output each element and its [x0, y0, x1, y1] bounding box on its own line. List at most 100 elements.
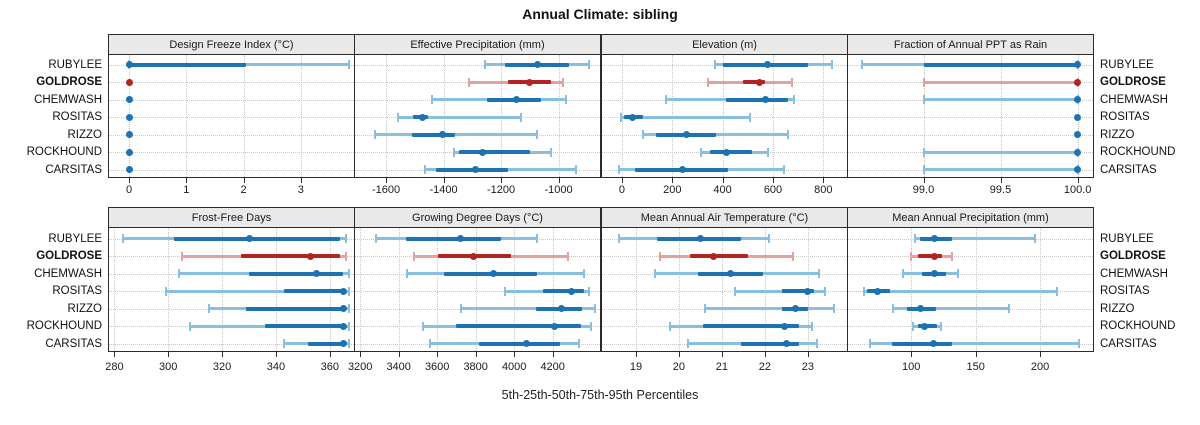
whisker-cap: [348, 60, 351, 69]
gridline-x: [558, 55, 560, 177]
whisker-cap: [590, 321, 593, 331]
median-dot: [125, 148, 133, 156]
x-tick-mark: [823, 178, 825, 183]
median-dot: [930, 270, 938, 277]
whisker-cap: [567, 251, 570, 261]
median-dot: [1074, 78, 1082, 86]
iqr-bar: [702, 324, 800, 328]
whisker-cap: [658, 251, 661, 261]
x-tick-label: 1: [183, 184, 190, 196]
median-dot: [1074, 148, 1082, 156]
median-dot: [471, 166, 479, 173]
whisker-cap: [791, 251, 794, 261]
gridline-row: [602, 291, 847, 292]
whisker-cap: [421, 321, 424, 331]
iqr-bar: [458, 150, 530, 154]
median-dot: [874, 287, 882, 295]
x-tick-mark: [243, 178, 245, 183]
x-tick-label: 4000: [501, 361, 527, 373]
whisker-cap: [164, 286, 167, 296]
whisker-cap: [406, 269, 409, 278]
iqr-bar: [406, 236, 501, 241]
panel-strip: Mean Annual Air Temperature (°C): [601, 207, 848, 228]
x-tick-mark: [1040, 352, 1042, 357]
gridline-x: [475, 228, 477, 351]
iqr-bar: [265, 324, 346, 328]
whisker-cap: [374, 234, 377, 243]
whisker-cap: [939, 321, 942, 331]
whisker-cap: [911, 321, 914, 331]
x-tick-mark: [475, 352, 477, 357]
whisker-cap: [766, 147, 769, 157]
panel: [601, 227, 848, 352]
median-dot: [478, 148, 486, 156]
panel-strip: Mean Annual Precipitation (mm): [847, 207, 1094, 228]
x-tick-label: 0: [618, 184, 625, 196]
site-label-right: RIZZO: [1100, 302, 1135, 315]
whisker-cap: [373, 130, 376, 139]
gridline-x: [437, 228, 439, 351]
panel-strip-title: Mean Annual Air Temperature (°C): [640, 211, 809, 224]
x-tick-label: 23: [801, 361, 815, 373]
median-dot: [782, 340, 790, 347]
gridline-row: [109, 169, 354, 171]
site-label-left: ROCKHOUND: [26, 320, 102, 332]
x-tick-mark: [514, 352, 516, 357]
whisker-line: [397, 115, 522, 119]
median-dot: [513, 96, 521, 103]
median-dot: [804, 287, 812, 295]
iqr-bar: [129, 62, 247, 67]
x-tick-mark: [636, 352, 637, 357]
median-dot: [489, 270, 497, 277]
whisker-cap: [180, 251, 183, 261]
x-tick-mark: [764, 352, 766, 357]
site-label-left: CARSITAS: [45, 337, 102, 350]
whisker-cap: [564, 95, 567, 104]
whisker-cap: [892, 304, 895, 313]
x-tick-mark: [621, 178, 623, 183]
site-label-right: ROSITAS: [1100, 111, 1150, 123]
whisker-cap: [207, 304, 210, 313]
whisker-cap: [868, 339, 871, 348]
whisker-line: [923, 98, 1078, 101]
median-dot: [125, 131, 133, 138]
median-dot: [696, 235, 704, 242]
whisker-cap: [1055, 286, 1058, 296]
gridline-row: [109, 152, 354, 153]
median-dot: [125, 61, 133, 68]
iqr-bar: [308, 341, 346, 346]
x-tick-mark: [443, 178, 445, 183]
whisker-cap: [793, 95, 796, 104]
panel: [354, 227, 601, 352]
median-dot: [438, 131, 446, 138]
whisker-cap: [347, 286, 350, 296]
site-label-right: CHEMWASH: [1100, 267, 1168, 280]
median-dot: [418, 113, 426, 121]
x-tick-label: 0: [125, 184, 133, 196]
whisker-cap: [706, 77, 709, 87]
whisker-cap: [347, 304, 350, 313]
site-label-right: CARSITAS: [1100, 163, 1157, 176]
median-dot: [682, 131, 690, 138]
gridline-x: [243, 55, 245, 177]
whisker-cap: [860, 60, 863, 69]
whisker-cap: [468, 77, 471, 87]
gridline-x: [186, 55, 188, 177]
chart-title: Annual Climate: sibling: [522, 6, 678, 22]
panel: [354, 54, 601, 178]
whisker-cap: [922, 147, 925, 157]
whisker-cap: [347, 339, 350, 348]
x-tick-label: 3800: [463, 361, 488, 373]
gridline-row: [848, 117, 1093, 118]
gridline-row: [109, 82, 354, 83]
x-tick-mark: [275, 352, 277, 357]
gridline-x: [636, 228, 637, 351]
x-tick-mark: [911, 352, 913, 357]
whisker-cap: [536, 130, 538, 139]
iqr-bar: [240, 254, 341, 258]
gridline-row: [848, 326, 1093, 327]
whisker-cap: [347, 321, 350, 331]
gridline-row: [848, 256, 1093, 257]
median-dot: [722, 148, 730, 156]
